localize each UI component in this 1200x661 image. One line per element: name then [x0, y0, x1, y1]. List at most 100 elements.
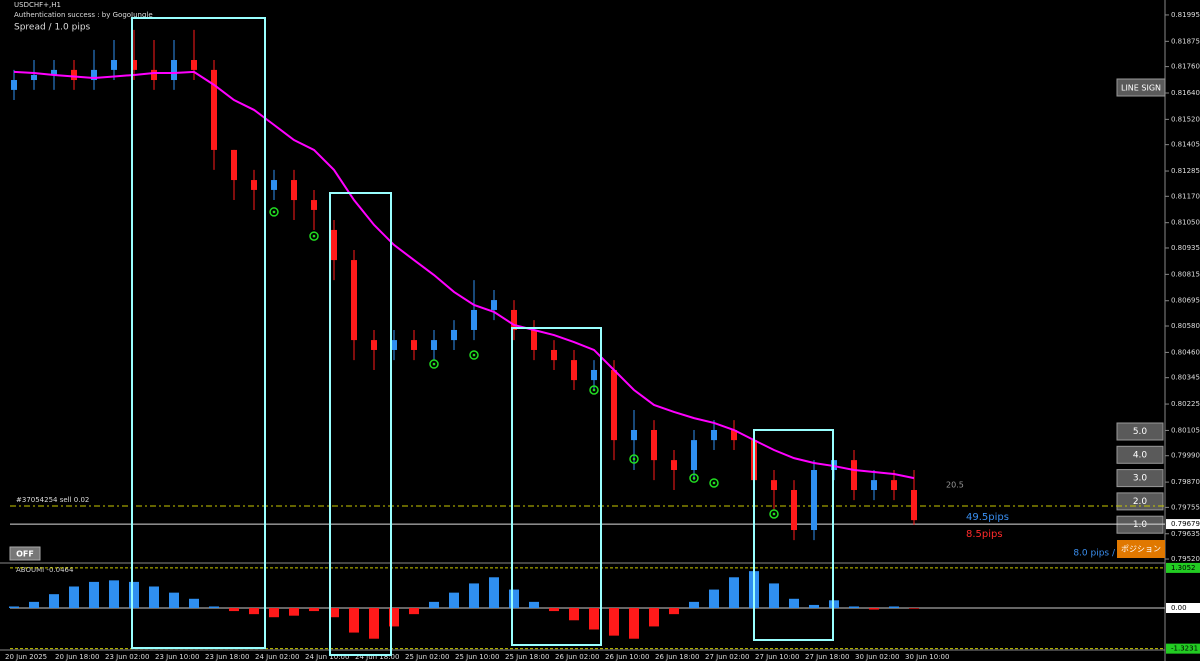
- candle-body: [771, 480, 777, 491]
- histogram-bar: [529, 601, 539, 608]
- zone-box: [753, 429, 834, 641]
- candle-body: [371, 340, 377, 350]
- status-text: 8.0 pips /: [1073, 549, 1116, 559]
- y-tick-label: 0.80460: [1171, 348, 1200, 356]
- histogram-bar: [69, 586, 79, 608]
- y-tick-label: 0.79520: [1171, 555, 1200, 563]
- signal: [309, 231, 319, 241]
- candle-body: [311, 200, 317, 210]
- signal-dot: [312, 234, 316, 238]
- candle-body: [551, 349, 557, 361]
- button-label[interactable]: ポジション: [1121, 545, 1161, 554]
- histogram-bar: [169, 592, 179, 608]
- histogram-bar: [229, 608, 239, 612]
- candle-body: [391, 340, 397, 350]
- line-sign-button[interactable]: LINE SIGN: [1116, 78, 1166, 97]
- y-tick-label: 0.80105: [1171, 426, 1200, 434]
- histogram-bar: [409, 608, 419, 615]
- candle-body: [451, 329, 457, 341]
- signal: [429, 359, 439, 369]
- lot-button[interactable]: 4.0: [1116, 445, 1164, 464]
- button-label[interactable]: 3.0: [1133, 474, 1148, 484]
- candle-body: [411, 340, 417, 350]
- button-box[interactable]: [1116, 492, 1164, 511]
- level-box: [1166, 603, 1200, 613]
- y-tick-label: 0.81050: [1171, 219, 1200, 227]
- candle-body: [631, 429, 637, 441]
- candle-body: [651, 429, 657, 461]
- candle-body: [91, 69, 97, 81]
- candle-body: [731, 429, 737, 441]
- candle-body: [291, 180, 297, 201]
- histogram-bar: [869, 608, 879, 610]
- signal: [629, 454, 639, 464]
- x-tick-label: 30 Jun 10:00: [905, 653, 949, 661]
- chart-title: USDCHF+,H1: [14, 1, 61, 9]
- y-tick-label: 0.81170: [1171, 192, 1200, 200]
- candle-body: [691, 440, 697, 471]
- y-tick-label: 0.81875: [1171, 37, 1200, 45]
- histogram-bar: [569, 608, 579, 621]
- histogram-bar: [589, 608, 599, 630]
- button-box[interactable]: [1116, 422, 1164, 441]
- bid-label: 0.79679: [1171, 520, 1200, 528]
- lot-button[interactable]: 3.0: [1116, 469, 1164, 488]
- button-label[interactable]: 2.0: [1133, 497, 1148, 507]
- button-box[interactable]: [1116, 469, 1164, 488]
- histogram-bar: [889, 606, 899, 608]
- histogram-bar: [369, 608, 379, 639]
- zone-box: [329, 192, 392, 656]
- candle-body: [151, 69, 157, 81]
- y-tick-label: 0.81760: [1171, 63, 1200, 71]
- candle-body: [811, 470, 817, 531]
- candle-body: [891, 480, 897, 491]
- y-tick-label: 0.80935: [1171, 244, 1200, 252]
- close-button[interactable]: ポジション: [1117, 540, 1165, 558]
- lot-button[interactable]: 5.0: [1116, 422, 1164, 441]
- x-tick-label: 25 Jun 18:00: [505, 653, 549, 661]
- x-tick-label: 25 Jun 10:00: [455, 653, 499, 661]
- button-label[interactable]: 4.0: [1133, 450, 1148, 460]
- histogram-bar: [609, 608, 619, 636]
- signal-dot: [272, 210, 276, 214]
- histogram-bar: [669, 608, 679, 615]
- candle-body: [531, 329, 537, 350]
- y-tick-label: 0.81995: [1171, 11, 1200, 19]
- candle-body: [491, 300, 497, 310]
- signal: [589, 385, 599, 395]
- y-tick-label: 0.79870: [1171, 478, 1200, 486]
- button-label[interactable]: 1.0: [1133, 520, 1148, 530]
- button-label[interactable]: 5.0: [1133, 427, 1148, 437]
- button-box[interactable]: [1116, 445, 1164, 464]
- signal-dot: [712, 481, 716, 485]
- lot-button[interactable]: 2.0: [1116, 492, 1164, 511]
- bid-box: [1166, 519, 1200, 530]
- auth-text: Authentication success : by GogoJungle: [14, 11, 153, 19]
- pips-down: 8.5pips: [966, 529, 1003, 540]
- lot-button[interactable]: 1.0: [1116, 515, 1164, 534]
- zone-box: [511, 327, 602, 646]
- histogram-bar: [9, 606, 19, 608]
- histogram-bar: [549, 608, 559, 612]
- candle-body: [671, 460, 677, 471]
- candle-body: [271, 180, 277, 190]
- histogram-bar: [49, 594, 59, 608]
- candle-body: [351, 260, 357, 341]
- moving-average: [13, 70, 915, 480]
- button-box[interactable]: [1116, 515, 1164, 534]
- histogram-bar: [189, 598, 199, 608]
- histogram-bar: [809, 604, 819, 608]
- histogram-bar: [649, 608, 659, 627]
- signal: [469, 350, 479, 360]
- off-button[interactable]: OFF: [9, 546, 41, 561]
- candle-body: [131, 60, 137, 70]
- histogram-bar: [389, 608, 399, 627]
- y-tick-label: 0.80815: [1171, 270, 1200, 278]
- signal-dot: [632, 457, 636, 461]
- button-label[interactable]: OFF: [16, 550, 34, 559]
- candle-body: [111, 60, 117, 70]
- candle-body: [71, 69, 77, 81]
- x-tick-label: 26 Jun 02:00: [555, 653, 599, 661]
- button-label[interactable]: LINE SIGN: [1121, 84, 1161, 93]
- x-tick-label: 27 Jun 02:00: [705, 653, 749, 661]
